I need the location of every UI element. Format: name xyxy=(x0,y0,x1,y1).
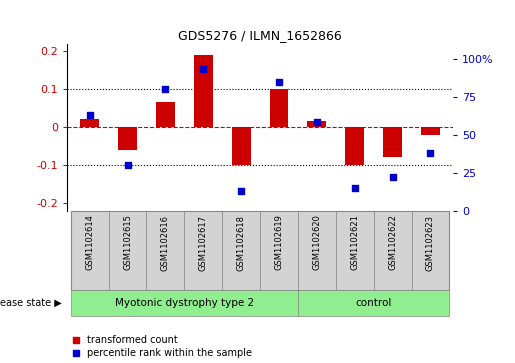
Text: GSM1102619: GSM1102619 xyxy=(274,215,284,270)
Bar xyxy=(222,211,260,290)
Text: GSM1102623: GSM1102623 xyxy=(426,215,435,270)
Text: Myotonic dystrophy type 2: Myotonic dystrophy type 2 xyxy=(115,298,254,308)
Text: GSM1102615: GSM1102615 xyxy=(123,215,132,270)
Point xyxy=(199,66,208,72)
Point xyxy=(275,79,283,85)
Legend: transformed count, percentile rank within the sample: transformed count, percentile rank withi… xyxy=(72,335,252,358)
Text: GSM1102618: GSM1102618 xyxy=(236,215,246,270)
Text: GSM1102616: GSM1102616 xyxy=(161,215,170,270)
Text: GSM1102614: GSM1102614 xyxy=(85,215,94,270)
Bar xyxy=(383,127,402,158)
Point xyxy=(124,162,132,168)
Bar xyxy=(269,89,288,127)
Bar xyxy=(232,127,251,165)
Bar xyxy=(109,211,146,290)
Text: control: control xyxy=(355,298,392,308)
Text: GSM1102622: GSM1102622 xyxy=(388,215,397,270)
Point xyxy=(351,185,359,191)
Bar xyxy=(184,211,222,290)
Text: GSM1102617: GSM1102617 xyxy=(199,215,208,270)
Bar xyxy=(260,211,298,290)
Bar xyxy=(80,119,99,127)
Text: GSM1102620: GSM1102620 xyxy=(313,215,321,270)
Bar xyxy=(421,127,440,135)
Text: GSM1102621: GSM1102621 xyxy=(350,215,359,270)
Point xyxy=(161,86,169,92)
Bar xyxy=(307,121,327,127)
Bar xyxy=(336,211,374,290)
Point xyxy=(426,150,435,156)
Bar xyxy=(345,127,364,165)
Bar xyxy=(411,211,450,290)
Point xyxy=(388,174,397,180)
Point xyxy=(237,188,245,194)
Bar xyxy=(146,211,184,290)
Point xyxy=(85,112,94,118)
Bar xyxy=(156,102,175,127)
Bar xyxy=(71,290,298,316)
Bar xyxy=(374,211,411,290)
Bar xyxy=(298,211,336,290)
Bar xyxy=(298,290,450,316)
Bar xyxy=(71,211,109,290)
Bar xyxy=(118,127,137,150)
Point xyxy=(313,119,321,125)
Title: GDS5276 / ILMN_1652866: GDS5276 / ILMN_1652866 xyxy=(178,29,342,42)
Bar xyxy=(194,55,213,127)
Text: disease state ▶: disease state ▶ xyxy=(0,298,62,308)
